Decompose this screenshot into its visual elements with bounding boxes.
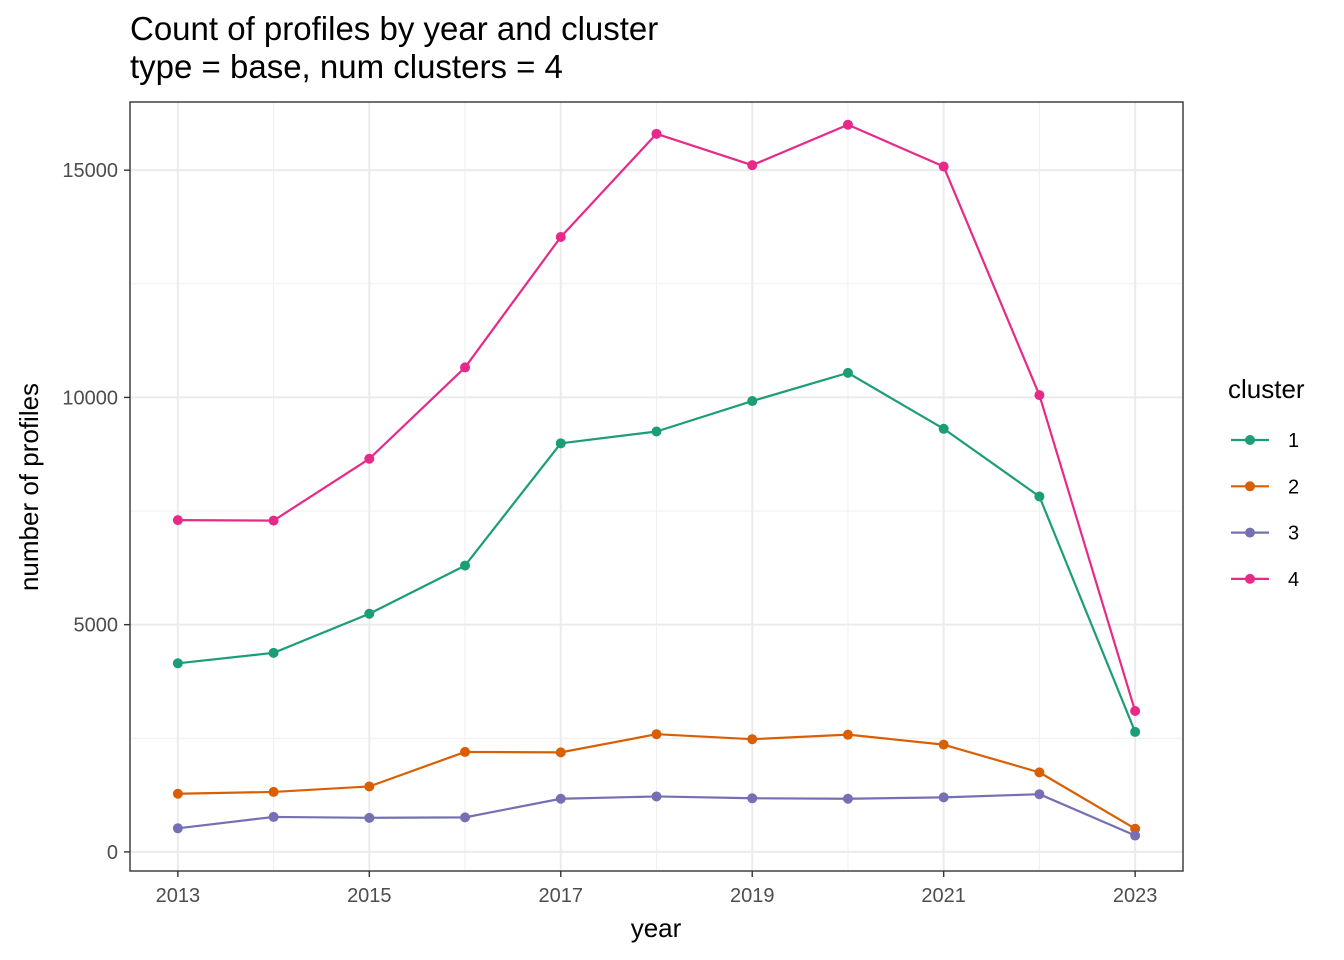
series-1-point <box>364 608 375 619</box>
series-4-point <box>938 161 949 172</box>
series-2-point <box>460 746 471 757</box>
series-layer <box>172 119 1141 841</box>
series-2-point <box>747 734 758 745</box>
series-3-point <box>460 812 471 823</box>
legend-key-point <box>1245 481 1255 492</box>
series-2-point <box>651 729 662 740</box>
x-axis-title: year <box>631 913 682 943</box>
series-1-point <box>460 560 471 571</box>
series-3-point <box>938 792 949 803</box>
y-tick-label: 10000 <box>62 387 118 409</box>
y-tick-label: 0 <box>107 842 118 864</box>
x-tick-label: 2019 <box>730 885 775 907</box>
series-1-point <box>268 647 279 658</box>
x-tick-label: 2017 <box>539 885 584 907</box>
series-3-point <box>651 791 662 802</box>
series-1-point <box>651 426 662 437</box>
series-3-point <box>842 793 853 804</box>
series-4-point <box>747 160 758 171</box>
legend-label: 1 <box>1288 430 1299 452</box>
series-4-point <box>268 515 279 526</box>
series-1-point <box>747 396 758 407</box>
series-3-point <box>364 812 375 823</box>
series-1-point <box>172 658 183 669</box>
series-2-point <box>842 729 853 740</box>
legend-key-point <box>1245 435 1255 445</box>
series-3-point <box>1034 789 1045 800</box>
series-3-point <box>268 811 279 822</box>
legend-label: 4 <box>1288 569 1299 591</box>
legend-label: 3 <box>1288 523 1299 545</box>
legend-label: 2 <box>1288 476 1299 498</box>
series-4-point <box>364 453 375 464</box>
legend-key-point <box>1245 573 1255 584</box>
series-3-point <box>555 793 566 804</box>
x-tick-label: 2015 <box>347 885 392 907</box>
series-1-point <box>1130 726 1141 737</box>
x-tick-label: 2021 <box>921 885 966 907</box>
legend: cluster 1 2 3 4 <box>1228 374 1305 591</box>
series-1-point <box>555 438 566 449</box>
series-1-point <box>842 367 853 378</box>
legend-key-point <box>1245 527 1255 538</box>
series-1-point <box>1034 491 1045 502</box>
series-2-point <box>938 739 949 750</box>
series-4-point <box>555 231 566 242</box>
x-tick-label: 2013 <box>156 885 201 907</box>
series-3-point <box>172 823 183 834</box>
major-gridlines <box>130 102 1183 871</box>
y-axis-title: number of profiles <box>14 383 44 591</box>
series-2-point <box>268 786 279 797</box>
series-1-point <box>938 423 949 434</box>
series-3-point <box>1130 830 1141 841</box>
series-4-point <box>460 362 471 373</box>
chart-subtitle: type = base, num clusters = 4 <box>130 48 563 85</box>
y-tick-label: 5000 <box>74 615 119 637</box>
x-axis: 2013 2015 2017 2019 2021 2023 <box>156 871 1158 907</box>
series-4-point <box>1130 706 1141 717</box>
series-2-point <box>1034 767 1045 778</box>
series-2-point <box>555 747 566 758</box>
series-2-point <box>172 788 183 799</box>
series-4-point <box>1034 390 1045 401</box>
chart-title: Count of profiles by year and cluster <box>130 10 659 47</box>
series-3-point <box>747 793 758 804</box>
y-axis: 0 5000 10000 15000 <box>62 160 130 864</box>
series-4-point <box>172 515 183 526</box>
legend-title: cluster <box>1228 374 1305 404</box>
plot-panel-border <box>129 101 1184 872</box>
series-2-point <box>364 781 375 792</box>
y-tick-label: 15000 <box>62 160 118 182</box>
x-tick-label: 2023 <box>1113 885 1158 907</box>
series-4-point <box>651 128 662 139</box>
series-4-point <box>842 119 853 130</box>
minor-gridlines <box>130 102 1183 871</box>
